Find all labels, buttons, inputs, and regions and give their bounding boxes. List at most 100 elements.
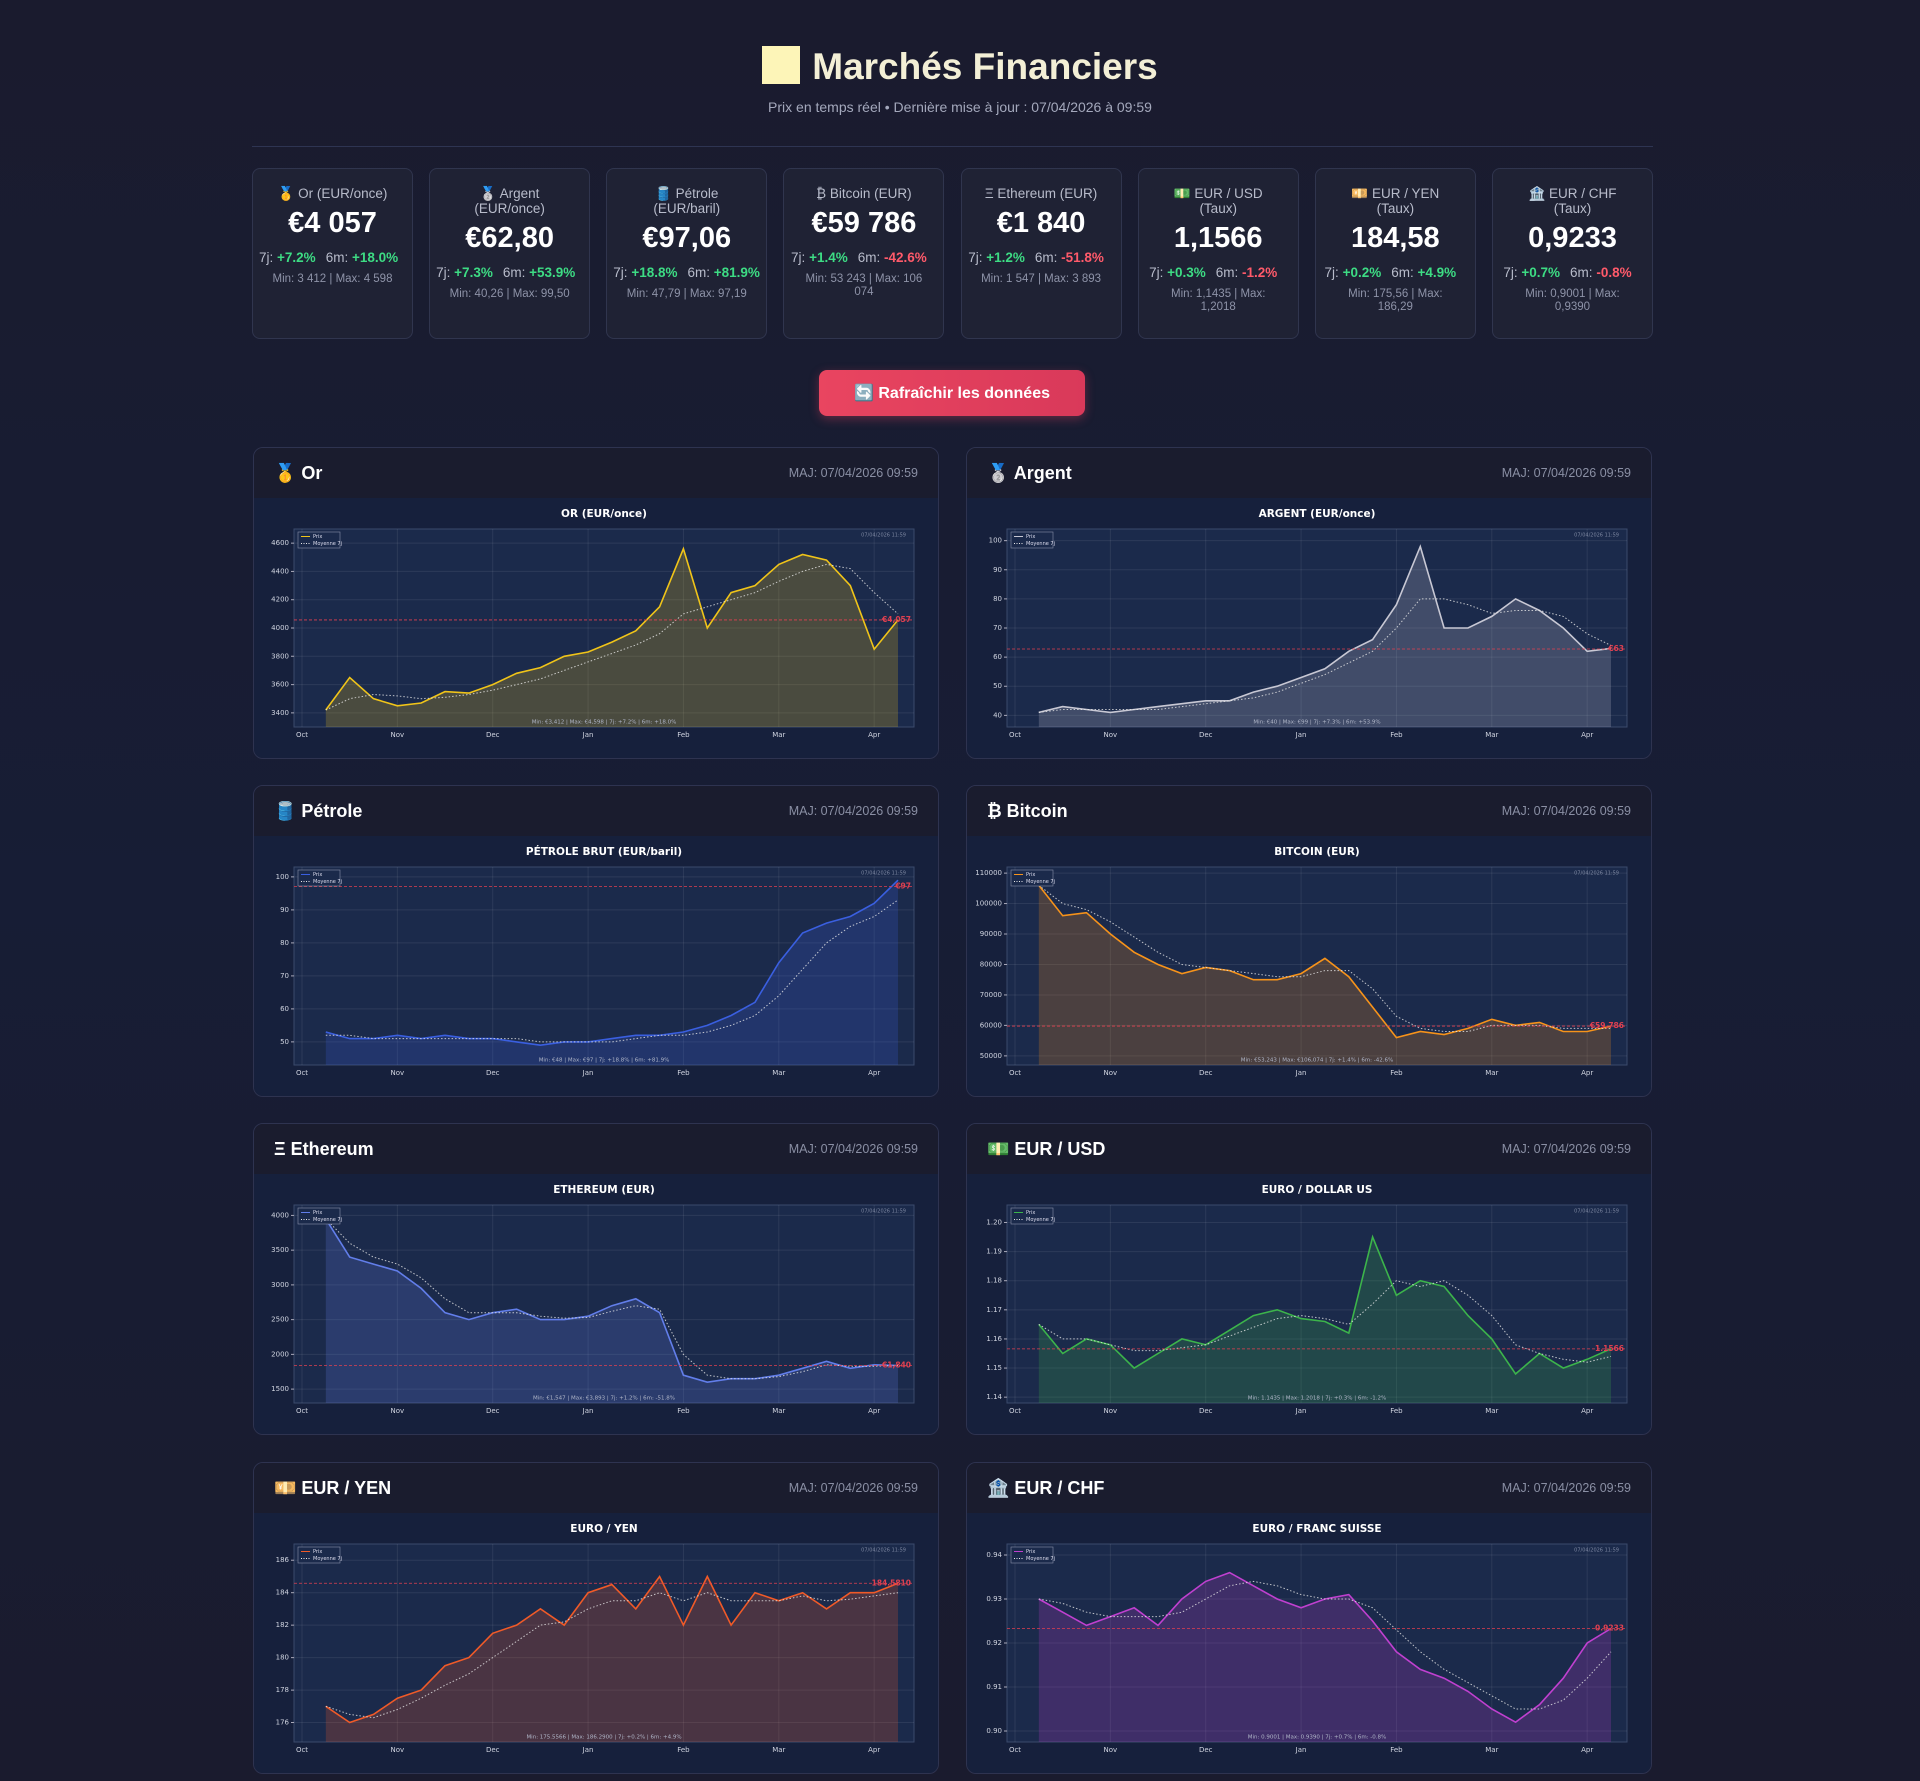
card-label: ₿ Bitcoin (EUR) <box>816 186 912 201</box>
card-range: Min: 3 412 | Max: 4 598 <box>272 273 393 285</box>
panel-title: 💴 EUR / YEN <box>274 1477 392 1498</box>
chart-title: BITCOIN (EUR) <box>1274 846 1359 858</box>
chart-stamp: 07/04/2026 11:59 <box>861 533 906 539</box>
y-tick-label: 110000 <box>975 869 1002 877</box>
refresh-button[interactable]: 🔄 Rafraîchir les données <box>819 370 1085 416</box>
card-label: 🛢️ Pétrole (EUR/baril) <box>653 186 721 216</box>
change-label: 6m: <box>1034 250 1058 265</box>
card-range: Min: 53 243 | Max: 106 074 <box>805 273 923 298</box>
y-tick-label: 1.20 <box>986 1218 1002 1226</box>
price-line <box>1038 1234 1612 1376</box>
chart-title: EURO / DOLLAR US <box>1262 1184 1373 1196</box>
change-label: 6m: <box>1570 265 1593 280</box>
x-tick-label: Jan <box>582 1407 594 1415</box>
x-tick-label: Mar <box>772 1746 785 1754</box>
x-tick-label: Dec <box>486 731 500 739</box>
x-tick-label: Apr <box>868 731 880 739</box>
price-line <box>325 546 899 711</box>
change-value: +81.9% <box>713 265 760 280</box>
chart-panel: 🏦 EUR / CHF MAJ: 07/04/2026 09:59 EURO / F… <box>966 1462 1652 1774</box>
panel-header: 💵 EUR / USD MAJ: 07/04/2026 09:59 <box>967 1124 1651 1174</box>
change-value: +0.2% <box>1342 265 1382 280</box>
change-value: +0.7% <box>1521 265 1561 280</box>
y-tick-label: 0.90 <box>986 1727 1002 1735</box>
chart-stats: Min: €53,243 | Max: €106,074 | 7j: +1.4%… <box>1241 1058 1394 1064</box>
panel-header: ₿ Bitcoin MAJ: 07/04/2026 09:59 <box>967 786 1651 836</box>
x-tick-label: Jan <box>582 1746 594 1754</box>
x-tick-label: Apr <box>1581 1407 1593 1415</box>
card-price: €62,80 <box>465 222 554 254</box>
current-price-label: €97 <box>894 882 911 891</box>
chart-title: EURO / FRANC SUISSE <box>1252 1523 1381 1535</box>
chart-panel: 💴 EUR / YEN MAJ: 07/04/2026 09:59 EURO / Y… <box>253 1462 939 1774</box>
x-tick-label: Apr <box>1581 1069 1593 1077</box>
chart: EURO / DOLLAR US 1.14 1.15 1.16 1.17 1.18 1.19… <box>967 1174 1651 1434</box>
change-label: 7j: <box>791 250 806 265</box>
chart-stamp: 07/04/2026 11:59 <box>861 1209 906 1215</box>
y-tick-label: 1.16 <box>986 1335 1002 1343</box>
panel-header: Ξ Ethereum MAJ: 07/04/2026 09:59 <box>254 1124 938 1174</box>
summary-card: 💴 EUR / YEN (Taux) 184,58 7j: +0.2% 6m: +4.… <box>1314 168 1476 339</box>
chart: EURO / FRANC SUISSE 0.90 0.91 0.92 0.93 0.94 O… <box>967 1513 1651 1773</box>
area-fill <box>1038 546 1611 727</box>
y-tick-label: 1.14 <box>986 1393 1002 1401</box>
legend-label: Moyenne 7j <box>313 879 342 885</box>
chart-title: ETHEREUM (EUR) <box>553 1184 655 1196</box>
chart: ETHEREUM (EUR) 1500 2000 2500 3000 3500 4000 Oc… <box>254 1174 938 1434</box>
legend-label: Prix <box>1026 1549 1035 1555</box>
summary-card: 🥇 Or (EUR/once) €4 057 7j: +7.2% 6m: +18.0%… <box>252 168 413 339</box>
y-tick-label: 0.94 <box>986 1551 1002 1559</box>
y-tick-label: 70 <box>993 624 1002 632</box>
chart-panel: 🛢️ Pétrole MAJ: 07/04/2026 09:59 PÉTROLE B… <box>253 785 939 1097</box>
x-tick-label: Dec <box>1199 1746 1213 1754</box>
card-changes: 7j: +1.2% 6m: -51.8% <box>968 250 1115 265</box>
x-tick-label: Feb <box>1390 1746 1403 1754</box>
x-tick-label: Nov <box>1104 1069 1118 1077</box>
plot-area <box>1006 528 1628 728</box>
y-tick-label: 1.15 <box>986 1364 1002 1372</box>
card-price: €4 057 <box>288 207 377 239</box>
y-tick-label: 0.92 <box>986 1639 1002 1647</box>
card-label: 💵 EUR / USD (Taux) <box>1173 186 1263 216</box>
card-price: 184,58 <box>1350 222 1440 254</box>
x-tick-label: Jan <box>582 731 594 739</box>
header-subtitle: Prix en temps réel • Dernière mise à jou… <box>768 99 1152 115</box>
y-tick-label: 60 <box>280 1005 289 1013</box>
panel-updated: MAJ: 07/04/2026 09:59 <box>788 1142 918 1156</box>
y-tick-label: 60 <box>993 653 1002 661</box>
plot-area <box>293 866 915 1066</box>
y-tick-label: 4600 <box>271 539 289 547</box>
panel-updated: MAJ: 07/04/2026 09:59 <box>1501 1481 1631 1495</box>
card-price: 1,1566 <box>1173 222 1263 254</box>
y-tick-label: 50 <box>280 1038 289 1046</box>
y-tick-label: 176 <box>276 1719 290 1727</box>
card-price: €59 786 <box>811 207 917 239</box>
plot-area <box>293 1204 915 1404</box>
area-fill <box>325 1218 898 1403</box>
x-tick-label: Jan <box>1295 1069 1307 1077</box>
change-value: -51.8% <box>1061 250 1104 265</box>
legend-label: Prix <box>313 872 322 878</box>
x-tick-label: Oct <box>296 1746 308 1754</box>
x-tick-label: Dec <box>486 1407 500 1415</box>
moving-average-line <box>1038 1580 1612 1710</box>
chart-stats: Min: 175.5566 | Max: 186.2900 | 7j: +0.2… <box>526 1735 681 1741</box>
panel-updated: MAJ: 07/04/2026 09:59 <box>1501 804 1631 818</box>
title-text: Marchés Financiers <box>812 46 1158 87</box>
x-tick-label: Jan <box>1295 731 1307 739</box>
chart-title: PÉTROLE BRUT (EUR/baril) <box>526 845 682 858</box>
area-fill <box>1038 885 1611 1065</box>
card-changes: 7j: +18.8% 6m: +81.9% <box>613 265 760 280</box>
legend-label: Prix <box>313 1210 322 1216</box>
chart: BITCOIN (EUR) 50000 60000 70000 80000 90000 10… <box>967 836 1651 1096</box>
x-tick-label: Mar <box>772 1407 785 1415</box>
card-range: Min: 1,1435 | Max: 1,2018 <box>1171 288 1266 313</box>
change-label: 7j: <box>1324 265 1339 280</box>
plot-area <box>293 528 915 728</box>
y-tick-label: 3600 <box>271 681 289 689</box>
y-tick-label: 1.17 <box>986 1306 1002 1314</box>
card-changes: 7j: +7.2% 6m: +18.0% <box>259 250 406 265</box>
y-tick-label: 3500 <box>271 1246 289 1254</box>
panel-updated: MAJ: 07/04/2026 09:59 <box>788 1481 918 1495</box>
summary-cards: 🥇 Or (EUR/once) €4 057 7j: +7.2% 6m: +18.0%… <box>252 168 1653 339</box>
